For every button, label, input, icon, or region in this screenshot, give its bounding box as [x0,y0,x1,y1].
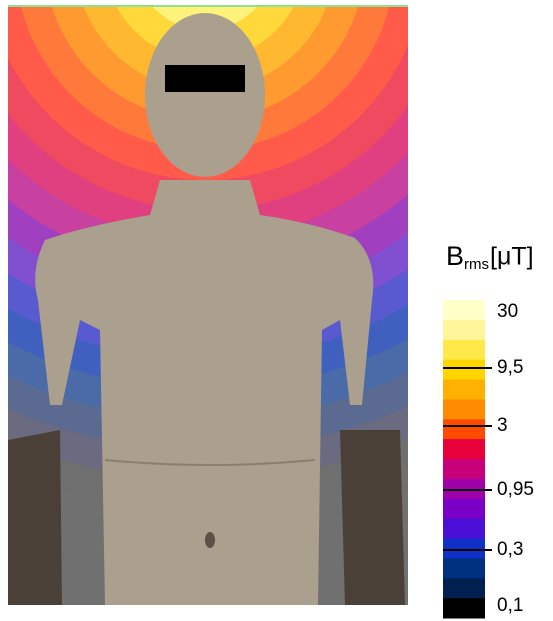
colorbar-band [443,399,485,420]
colorbar-band [443,498,485,520]
right-arm [340,430,405,605]
navel [205,532,215,548]
body-model [8,13,405,605]
colorbar-band [443,419,485,440]
colorbar-band [443,459,485,480]
colorbar-band [443,319,485,341]
colorbar-band [443,379,485,400]
colorbar-band [443,439,485,460]
top-edge [8,5,408,7]
left-arm [8,430,62,605]
colorbar-tick-label: 3 [497,415,508,436]
colorbar-tick-label: 0,1 [497,595,523,616]
colorbar-band [443,339,485,361]
body-shading [104,459,316,466]
head [145,13,265,177]
colorbar-band [443,359,485,380]
colorbar-band [443,538,485,559]
face-mask [165,65,245,92]
colorbar-band [443,518,485,539]
torso [35,180,374,605]
colorbar-band [443,300,485,321]
colorbar-band [443,598,485,619]
colorbar-tick-label: 30 [497,301,518,322]
colorbar-tick-label: 0,95 [497,479,534,500]
colorbar-subscript: rms [464,256,489,273]
colorbar-tick-label: 9,5 [497,357,523,378]
colorbar [443,300,492,619]
colorbar-band [443,558,485,579]
colorbar-unit: [μT] [490,243,534,271]
colorbar-band [443,578,485,599]
colorbar-tick-label: 0,3 [497,539,523,560]
colorbar-symbol: B [446,241,464,271]
